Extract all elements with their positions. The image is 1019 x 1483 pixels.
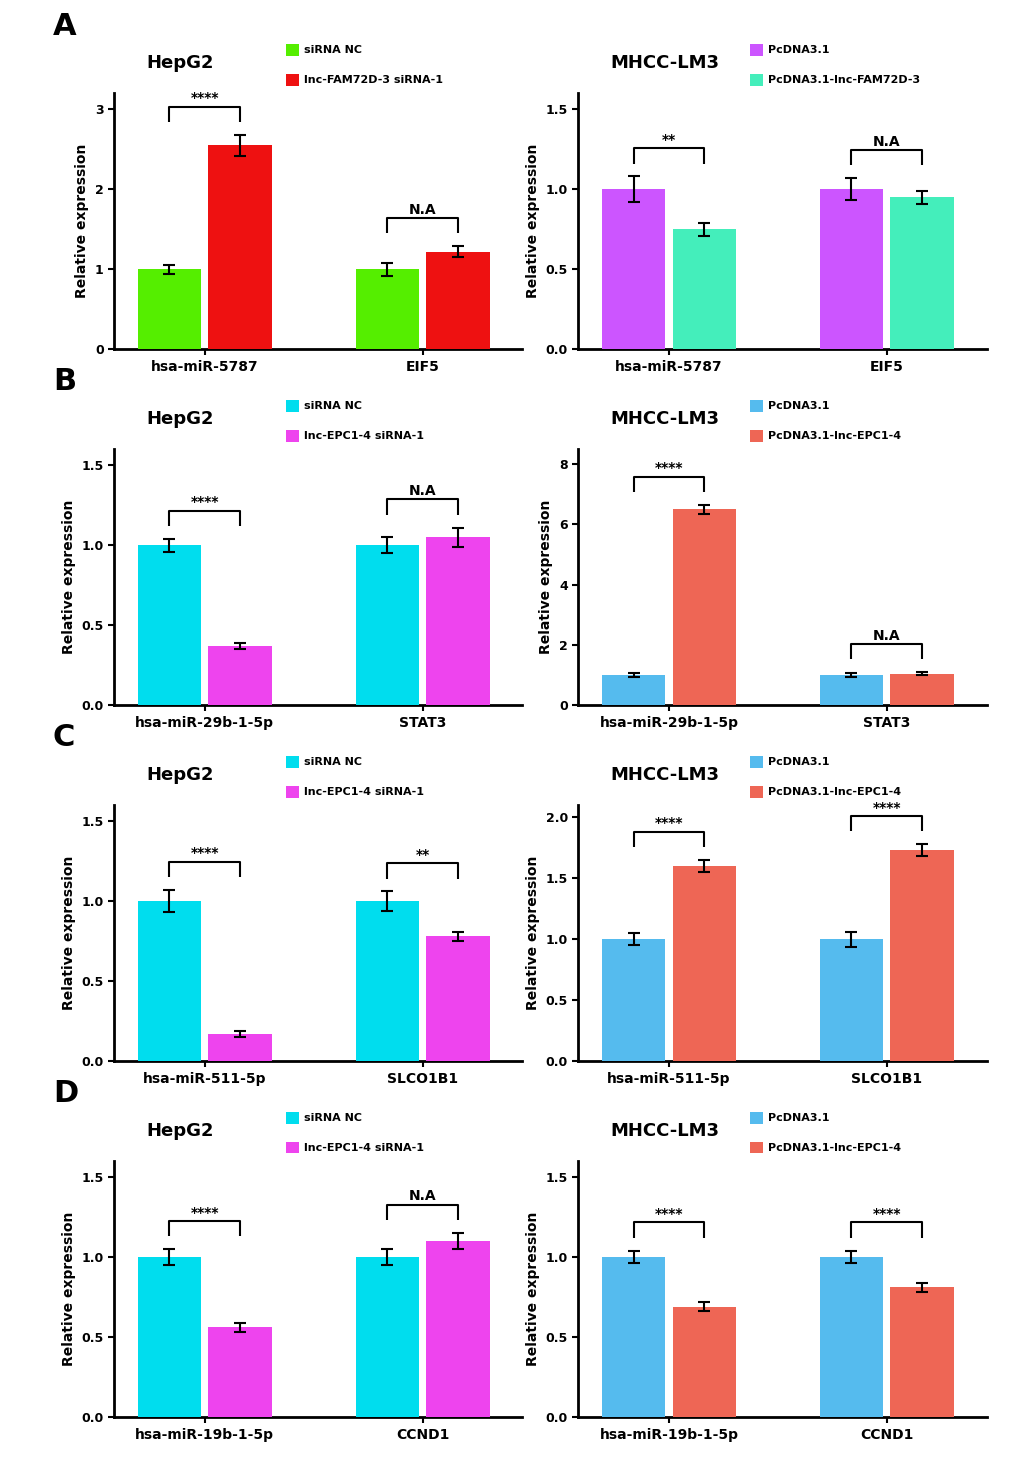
Bar — [601, 190, 664, 350]
Text: HepG2: HepG2 — [147, 55, 214, 73]
Bar — [890, 1287, 953, 1418]
Text: lnc-EPC1-4 siRNA-1: lnc-EPC1-4 siRNA-1 — [304, 1143, 424, 1152]
Text: PcDNA3.1-lnc-EPC1-4: PcDNA3.1-lnc-EPC1-4 — [767, 1143, 901, 1152]
Bar — [356, 902, 419, 1062]
Bar — [208, 145, 272, 350]
Text: MHCC-LM3: MHCC-LM3 — [610, 767, 719, 785]
Text: **: ** — [415, 848, 429, 862]
Bar — [138, 546, 201, 706]
Bar — [819, 1258, 882, 1418]
Text: PcDNA3.1: PcDNA3.1 — [767, 46, 828, 55]
Y-axis label: Relative expression: Relative expression — [62, 500, 75, 654]
Text: ****: **** — [654, 1207, 683, 1221]
Bar — [819, 675, 882, 706]
Bar — [208, 647, 272, 706]
Text: N.A: N.A — [872, 629, 900, 642]
Text: N.A: N.A — [409, 483, 436, 498]
Text: PcDNA3.1: PcDNA3.1 — [767, 1114, 828, 1123]
Text: lnc-EPC1-4 siRNA-1: lnc-EPC1-4 siRNA-1 — [304, 432, 424, 440]
Text: N.A: N.A — [872, 135, 900, 148]
Bar — [138, 902, 201, 1062]
Bar — [356, 1258, 419, 1418]
Bar — [601, 939, 664, 1062]
Y-axis label: Relative expression: Relative expression — [526, 144, 539, 298]
Y-axis label: Relative expression: Relative expression — [62, 1212, 75, 1366]
Text: lnc-FAM72D-3 siRNA-1: lnc-FAM72D-3 siRNA-1 — [304, 76, 442, 85]
Text: ****: **** — [191, 847, 219, 860]
Text: ****: **** — [871, 801, 900, 814]
Bar — [601, 1258, 664, 1418]
Bar — [672, 1307, 736, 1418]
Bar — [208, 1034, 272, 1062]
Text: ****: **** — [654, 817, 683, 830]
Text: PcDNA3.1: PcDNA3.1 — [767, 758, 828, 767]
Text: C: C — [53, 724, 75, 752]
Bar — [356, 546, 419, 706]
Text: PcDNA3.1-lnc-FAM72D-3: PcDNA3.1-lnc-FAM72D-3 — [767, 76, 919, 85]
Bar — [819, 939, 882, 1062]
Bar — [890, 850, 953, 1062]
Bar — [208, 1327, 272, 1418]
Text: HepG2: HepG2 — [147, 411, 214, 429]
Text: PcDNA3.1-lnc-EPC1-4: PcDNA3.1-lnc-EPC1-4 — [767, 432, 901, 440]
Text: ****: **** — [654, 461, 683, 476]
Bar — [426, 1241, 489, 1418]
Text: lnc-EPC1-4 siRNA-1: lnc-EPC1-4 siRNA-1 — [304, 787, 424, 796]
Text: PcDNA3.1-lnc-EPC1-4: PcDNA3.1-lnc-EPC1-4 — [767, 787, 901, 796]
Text: ****: **** — [191, 495, 219, 509]
Bar — [672, 230, 736, 350]
Bar — [426, 252, 489, 350]
Text: HepG2: HepG2 — [147, 767, 214, 785]
Text: B: B — [53, 368, 76, 396]
Text: PcDNA3.1: PcDNA3.1 — [767, 402, 828, 411]
Bar — [672, 509, 736, 706]
Bar — [890, 197, 953, 350]
Text: MHCC-LM3: MHCC-LM3 — [610, 55, 719, 73]
Bar — [356, 270, 419, 350]
Bar — [672, 866, 736, 1062]
Text: ****: **** — [191, 92, 219, 105]
Text: siRNA NC: siRNA NC — [304, 402, 362, 411]
Text: HepG2: HepG2 — [147, 1123, 214, 1140]
Y-axis label: Relative expression: Relative expression — [526, 856, 539, 1010]
Bar — [819, 190, 882, 350]
Text: A: A — [53, 12, 76, 40]
Text: MHCC-LM3: MHCC-LM3 — [610, 411, 719, 429]
Bar — [890, 673, 953, 706]
Text: siRNA NC: siRNA NC — [304, 46, 362, 55]
Bar — [426, 936, 489, 1062]
Text: N.A: N.A — [409, 1189, 436, 1204]
Y-axis label: Relative expression: Relative expression — [62, 856, 75, 1010]
Text: N.A: N.A — [409, 203, 436, 217]
Y-axis label: Relative expression: Relative expression — [75, 144, 90, 298]
Text: ****: **** — [191, 1206, 219, 1219]
Text: MHCC-LM3: MHCC-LM3 — [610, 1123, 719, 1140]
Bar — [426, 537, 489, 706]
Text: siRNA NC: siRNA NC — [304, 758, 362, 767]
Text: siRNA NC: siRNA NC — [304, 1114, 362, 1123]
Text: **: ** — [661, 133, 676, 147]
Bar — [138, 1258, 201, 1418]
Bar — [138, 270, 201, 350]
Text: ****: **** — [871, 1207, 900, 1221]
Y-axis label: Relative expression: Relative expression — [539, 500, 553, 654]
Y-axis label: Relative expression: Relative expression — [526, 1212, 539, 1366]
Text: D: D — [53, 1080, 78, 1108]
Bar — [601, 675, 664, 706]
